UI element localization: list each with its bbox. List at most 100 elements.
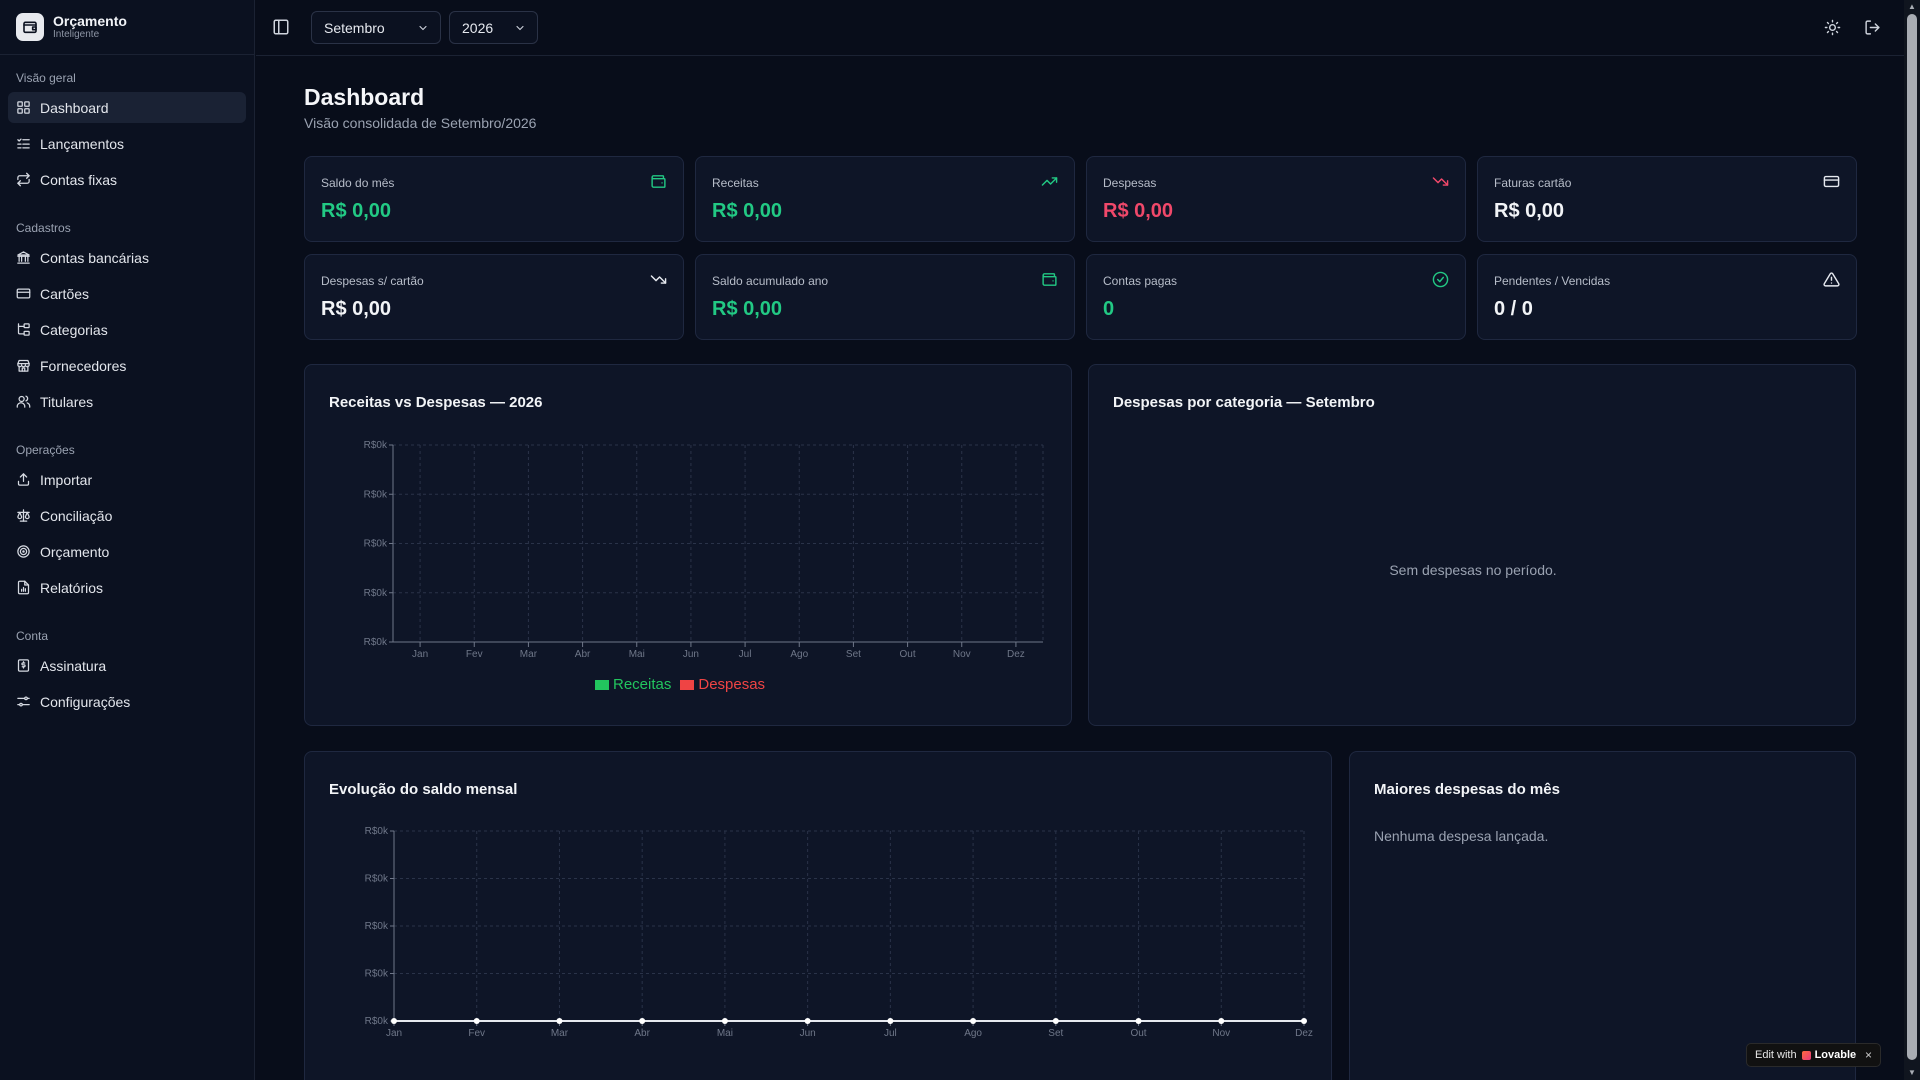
balance-point[interactable] xyxy=(391,1018,397,1024)
stat-value: 0 / 0 xyxy=(1494,298,1533,320)
sidebar-item-contas-banc-rias[interactable]: Contas bancárias xyxy=(8,242,246,273)
trending-down-icon xyxy=(1432,177,1449,186)
balance-point[interactable] xyxy=(887,1018,894,1024)
trending-up-icon xyxy=(1041,177,1058,186)
x-tick-label: Jun xyxy=(800,1028,816,1039)
balance-point[interactable] xyxy=(804,1018,811,1024)
stat-icon-wrap xyxy=(1432,271,1449,288)
sidebar-item-assinatura[interactable]: Assinatura xyxy=(8,650,246,681)
x-tick-label: Jan xyxy=(386,1028,402,1039)
sidebar-item-categorias[interactable]: Categorias xyxy=(8,314,246,345)
balance-point[interactable] xyxy=(1135,1018,1142,1024)
sidebar-item-dashboard[interactable]: Dashboard xyxy=(8,92,246,123)
nav-group: Cadastros Contas bancárias Cartões Categori… xyxy=(0,218,254,417)
stat-value: R$ 0,00 xyxy=(1103,200,1174,222)
stat-card: Receitas R$ 0,00 xyxy=(695,156,1075,242)
year-select[interactable]: 2026 xyxy=(449,11,538,44)
balance-point[interactable] xyxy=(473,1018,480,1024)
y-tick-label: R$0k xyxy=(365,969,389,980)
sidebar-item-titulares[interactable]: Titulares xyxy=(8,386,246,417)
stat-value: R$ 0,00 xyxy=(321,200,392,222)
balance-point[interactable] xyxy=(1052,1018,1059,1024)
stat-icon-wrap xyxy=(650,173,667,190)
balance-evolution-card: Evolução do saldo mensal R$0k R$0k R$0k R$0… xyxy=(304,751,1332,1080)
sidebar-item-importar[interactable]: Importar xyxy=(8,464,246,495)
nav-group-title: Conta xyxy=(16,629,49,643)
y-tick-label: R$0k xyxy=(364,588,388,599)
income-vs-expense-chart: R$0k R$0k R$0k R$0k R$0k Jan Fev Mar Abr Mai Jun Ju… xyxy=(364,440,1044,660)
balance-point[interactable] xyxy=(970,1018,977,1024)
balance-point[interactable] xyxy=(1218,1018,1225,1024)
stat-label: Pendentes / Vencidas xyxy=(1494,274,1611,288)
sidebar-item-configura-es[interactable]: Configurações xyxy=(8,686,246,717)
x-tick-label: Jul xyxy=(739,649,752,660)
upload-icon xyxy=(17,473,30,486)
balance-point[interactable] xyxy=(721,1018,728,1024)
sidebar-nav: Visão geral Dashboard Lançamentos Contas fi… xyxy=(0,55,254,717)
x-tick-label: Out xyxy=(1130,1028,1146,1039)
sidebar-item-label: Configurações xyxy=(40,693,131,710)
brand-title: Orçamento xyxy=(53,12,127,29)
brand[interactable]: Orçamento Inteligente xyxy=(0,0,254,55)
sidebar-item-contas-fixas[interactable]: Contas fixas xyxy=(8,164,246,195)
y-tick-label: R$0k xyxy=(365,874,389,885)
sun-theme-icon[interactable] xyxy=(1824,19,1841,36)
legend-swatch-despesas xyxy=(680,679,695,690)
legend-despesas: Despesas xyxy=(698,676,766,693)
logout-icon[interactable] xyxy=(1864,19,1881,36)
scale-icon xyxy=(17,509,30,522)
x-tick-label: Mar xyxy=(520,649,538,660)
x-tick-label: Set xyxy=(1048,1028,1063,1039)
sidebar-item-concilia-o[interactable]: Conciliação xyxy=(8,500,246,531)
edit-with-lovable-badge[interactable]: Edit with Lovable × xyxy=(1746,1043,1881,1067)
top-expenses-empty-text: Nenhuma despesa lançada. xyxy=(1374,828,1549,844)
y-tick-label: R$0k xyxy=(365,826,389,837)
top-expenses-title: Maiores despesas do mês xyxy=(1374,781,1560,798)
balance-point[interactable] xyxy=(639,1018,646,1024)
lovable-heart-icon xyxy=(1801,1050,1811,1060)
income-vs-expense-title: Receitas vs Despesas — 2026 xyxy=(329,394,543,411)
sidebar: Orçamento Inteligente Visão geral Dashboa… xyxy=(0,0,255,1080)
sidebar-item-lan-amentos[interactable]: Lançamentos xyxy=(8,128,246,159)
nav-group: Visão geral Dashboard Lançamentos Contas fi… xyxy=(0,68,254,195)
sidebar-item-label: Lançamentos xyxy=(40,135,125,152)
page-title: Dashboard xyxy=(304,84,425,110)
scroll-thumb[interactable] xyxy=(1907,14,1917,1060)
sidebar-item-fornecedores[interactable]: Fornecedores xyxy=(8,350,246,381)
credit-card-icon xyxy=(1823,175,1840,188)
sidebar-item-label: Orçamento xyxy=(40,543,110,560)
scroll-up-icon[interactable]: ▲ xyxy=(1908,2,1916,11)
wallet-icon xyxy=(1042,273,1057,286)
x-tick-label: Fev xyxy=(466,649,483,660)
scroll-down-icon[interactable]: ▼ xyxy=(1908,1068,1916,1077)
sidebar-item-relat-rios[interactable]: Relatórios xyxy=(8,572,246,603)
nav-group-title: Operações xyxy=(16,443,75,457)
page-subtitle: Visão consolidada de Setembro/2026 xyxy=(304,115,537,131)
nav-group-title: Cadastros xyxy=(16,221,71,235)
scrollbar[interactable]: ▲ ▼ xyxy=(1904,0,1920,1080)
category-expenses-card: Despesas por categoria — Setembro Sem de… xyxy=(1088,364,1856,726)
file-chart-icon xyxy=(17,580,30,595)
y-tick-label: R$0k xyxy=(365,921,389,932)
sidebar-item-cart-es[interactable]: Cartões xyxy=(8,278,246,309)
sidebar-item-label: Cartões xyxy=(40,285,90,302)
x-tick-label: Mar xyxy=(551,1028,569,1039)
balance-point[interactable] xyxy=(556,1018,563,1024)
sidebar-toggle-icon[interactable] xyxy=(272,18,290,36)
stat-card: Faturas cartão R$ 0,00 xyxy=(1477,156,1857,242)
sidebar-item-label: Importar xyxy=(40,471,93,488)
x-tick-label: Ago xyxy=(790,649,808,660)
alert-triangle-icon xyxy=(1823,272,1840,287)
sidebar-item-or-amento[interactable]: Orçamento xyxy=(8,536,246,567)
nav-group: Conta Assinatura Configurações xyxy=(0,626,254,717)
balance-point[interactable] xyxy=(1301,1018,1307,1024)
credit-card-icon xyxy=(16,288,31,299)
stat-card: Saldo do mês R$ 0,00 xyxy=(304,156,684,242)
badge-close-icon[interactable]: × xyxy=(1864,1048,1872,1062)
stat-value: R$ 0,00 xyxy=(712,298,783,320)
month-select[interactable]: Setembro xyxy=(311,11,441,44)
x-tick-label: Nov xyxy=(1212,1028,1230,1039)
users-icon xyxy=(16,395,31,408)
stat-card: Contas pagas 0 xyxy=(1086,254,1466,340)
sidebar-item-label: Assinatura xyxy=(40,657,107,674)
